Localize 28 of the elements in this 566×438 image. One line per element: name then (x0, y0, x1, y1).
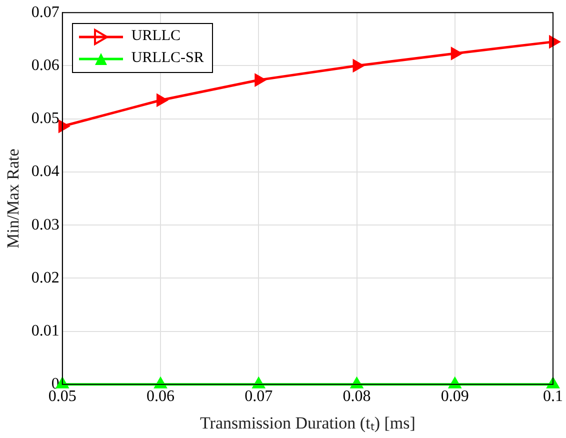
y-tick-label: 0.02 (31, 269, 60, 286)
point (156, 94, 168, 106)
x-tick-label: 0.09 (440, 388, 469, 406)
point (546, 377, 560, 388)
x-axis-title: Transmission Duration (tₜ) [ms] (200, 413, 416, 432)
x-tick-label: 0.07 (244, 388, 273, 406)
y-tick-label: 0.07 (31, 4, 60, 21)
point (352, 60, 364, 72)
y-tick-label: 0.05 (31, 110, 60, 128)
x-tick-label: 0.1 (543, 388, 563, 406)
legend-label: URLLC-SR (131, 50, 204, 68)
legend-label: URLLC (131, 28, 181, 46)
y-tick-label: 0.06 (31, 56, 60, 74)
y-tick-label: 0.03 (31, 216, 60, 234)
y-tick-label: 0.04 (31, 163, 60, 180)
x-tick-label: 0.05 (48, 388, 76, 406)
x-tick-label: 0.08 (342, 388, 371, 406)
point (254, 74, 266, 86)
point (154, 377, 167, 388)
point (448, 377, 462, 388)
point (350, 377, 363, 388)
point (450, 47, 462, 60)
point (549, 36, 560, 48)
point (58, 120, 70, 132)
x-tick-label: 0.06 (146, 388, 175, 406)
point (252, 377, 265, 388)
y-axis-title: Min/Max Rate (4, 148, 23, 248)
y-tick-label: 0.01 (31, 322, 60, 340)
